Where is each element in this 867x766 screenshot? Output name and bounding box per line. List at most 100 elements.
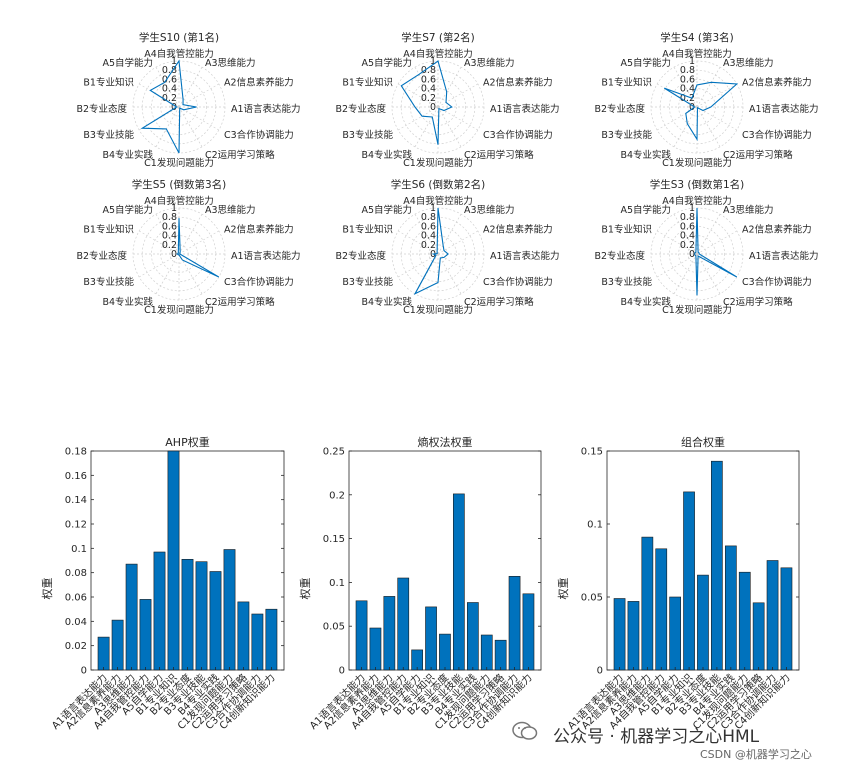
radar-axis-label: B1专业知识 (83, 77, 134, 89)
radar-tick-label: 0.4 (162, 231, 177, 242)
radar-axis-label: A3思维能力 (464, 204, 515, 216)
radar-title: 学生S10 (第1名) (139, 31, 219, 44)
radar-tick-label: 0.2 (162, 93, 177, 104)
radar-tick-label: 0.8 (680, 65, 695, 76)
radar-spoke (178, 213, 203, 255)
radar-axis-label: B2专业态度 (594, 103, 645, 115)
radar-axis-label: A1语言表达能力 (749, 103, 819, 115)
radar-title: 学生S7 (第2名) (401, 31, 475, 44)
watermark-main: 公众号 · 机器学习之心HML (553, 727, 760, 747)
radar-axis-label: A5自学能力 (361, 204, 412, 216)
radar-axis-label: A3思维能力 (205, 204, 256, 216)
bar-chart-title: 组合权重 (681, 435, 725, 449)
radar-axis-label: B3专业技能 (83, 276, 134, 288)
bar (522, 593, 535, 671)
bar (710, 460, 723, 671)
radar-axis-label: A4自我管控能力 (662, 48, 732, 60)
radar-axis-label: B2专业态度 (76, 250, 127, 262)
radar-axis-label: B1专业知识 (83, 224, 134, 236)
bar (181, 558, 194, 671)
radar-axis-label: C2运用学习策略 (205, 149, 275, 161)
y-axis-label: 权重 (556, 578, 570, 600)
radar-axis-label: A2信息素养能力 (483, 77, 553, 89)
bar (627, 601, 640, 671)
bar (655, 548, 668, 671)
radar-axis-label: A1语言表达能力 (490, 250, 560, 262)
radar-spoke (178, 230, 220, 255)
bar (766, 560, 779, 671)
radar-tick-label: 0.4 (421, 231, 436, 242)
radar-axis-label: C2运用学习策略 (464, 296, 534, 308)
y-tick-label: 0.14 (65, 495, 87, 506)
bar (223, 549, 236, 671)
bar (383, 596, 396, 671)
radar-axis-label: A2信息素养能力 (742, 77, 812, 89)
radar-axis-label: A3思维能力 (464, 57, 515, 69)
radar-tick-label: 0.6 (162, 74, 177, 85)
radar-axis-label: A2信息素养能力 (224, 224, 294, 236)
radar-axis-label: A4自我管控能力 (662, 195, 732, 207)
radar-tick-label: 0.8 (162, 212, 177, 223)
radar-axis-label: C2运用学习策略 (205, 296, 275, 308)
y-tick-label: 0.08 (65, 568, 87, 579)
radar-axis-label: B3专业技能 (601, 276, 652, 288)
radar-axis-label: B1专业知识 (601, 224, 652, 236)
radar-tick-label: 0.2 (421, 93, 436, 104)
bar (167, 450, 180, 671)
radar-tick-label: 0.6 (421, 221, 436, 232)
y-tick-label: 0.1 (587, 520, 603, 531)
radar-title: 学生S4 (第3名) (660, 31, 734, 44)
y-axis-label: 权重 (298, 578, 312, 600)
radar-series-line (694, 207, 738, 296)
radar-axis-label: A2信息素养能力 (742, 224, 812, 236)
radar-tick-label: 0.6 (421, 74, 436, 85)
y-tick-label: 0 (339, 666, 345, 677)
radar-axis-label: A3思维能力 (723, 57, 774, 69)
y-tick-label: 0.05 (581, 593, 603, 604)
radar-axis-label: A2信息素养能力 (483, 224, 553, 236)
radar-axis-label: C2运用学习策略 (723, 296, 793, 308)
radar-spoke (696, 213, 721, 255)
radar-axis-label: B4专业实践 (102, 149, 153, 161)
radar-spoke (696, 230, 738, 255)
radar-spoke (696, 83, 738, 108)
radar-grid-circle (160, 235, 198, 273)
radar-tick-label: 0.4 (680, 231, 695, 242)
bar (251, 613, 264, 671)
radar-grid-circle (151, 79, 207, 135)
radar-tick-label: 1 (430, 56, 436, 67)
bar (752, 602, 765, 671)
radar-axis-label: A3思维能力 (723, 204, 774, 216)
radar-tick-label: 1 (689, 203, 695, 214)
y-tick-label: 0.25 (323, 447, 345, 458)
radar-axis-label: A5自学能力 (361, 57, 412, 69)
radar-axis-label: B1专业知识 (342, 77, 393, 89)
radar-axis-label: C1发现问题能力 (144, 157, 214, 169)
radar-grid-circle (678, 235, 716, 273)
y-tick-label: 0.1 (329, 578, 345, 589)
radar-tick-label: 0.6 (680, 221, 695, 232)
y-tick-label: 0.15 (581, 447, 603, 458)
radar-axis-label: B3专业技能 (83, 129, 134, 141)
bar (494, 639, 507, 671)
radar-spoke (178, 83, 220, 108)
radar-tick-label: 0.6 (680, 74, 695, 85)
radar-axis-label: A1语言表达能力 (749, 250, 819, 262)
radar-axis-label: A2信息素养能力 (224, 77, 294, 89)
radar-axis-label: C3合作协调能力 (224, 129, 294, 141)
radar-tick-label: 0.6 (162, 221, 177, 232)
bar (669, 596, 681, 671)
y-tick-label: 0.04 (65, 617, 87, 628)
bar (111, 619, 124, 671)
radar-axis-label: B2专业态度 (594, 250, 645, 262)
bar (195, 561, 208, 671)
radar-series-line (400, 60, 453, 145)
radar-tick-label: 0.4 (162, 84, 177, 95)
radar-axis-label: C3合作协调能力 (483, 129, 553, 141)
radar-title: 学生S6 (倒数第2名) (391, 178, 486, 191)
y-tick-label: 0.02 (65, 641, 87, 652)
radar-axis-label: B4专业实践 (361, 149, 412, 161)
radar-axis-label: B3专业技能 (342, 129, 393, 141)
radar-tick-label: 0 (171, 102, 177, 113)
